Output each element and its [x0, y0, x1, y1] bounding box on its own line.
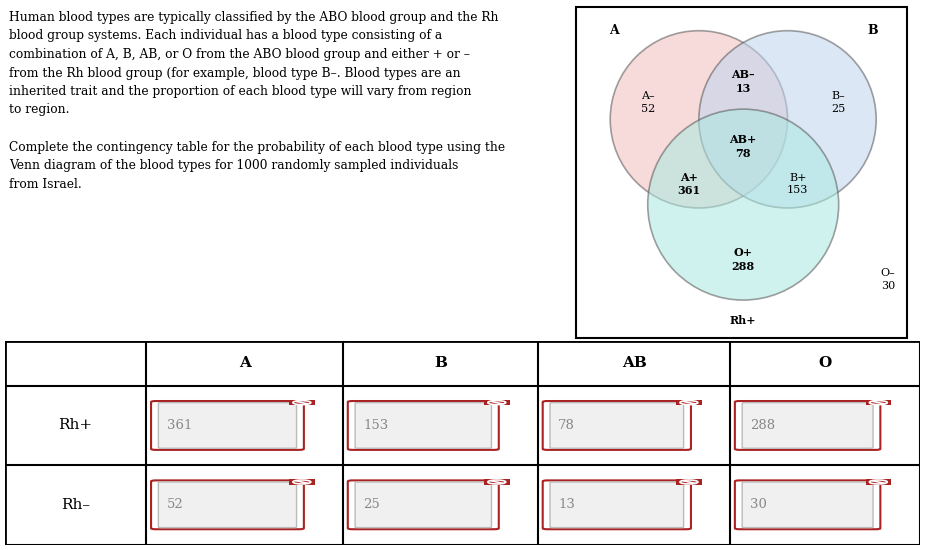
Text: AB–
13: AB– 13: [730, 69, 754, 94]
Bar: [289, 479, 315, 485]
Text: B: B: [433, 356, 446, 370]
FancyBboxPatch shape: [549, 403, 683, 448]
Circle shape: [698, 31, 875, 208]
Text: B: B: [867, 24, 877, 37]
Text: 52: 52: [166, 498, 183, 512]
FancyBboxPatch shape: [354, 403, 491, 448]
FancyBboxPatch shape: [347, 480, 498, 529]
FancyBboxPatch shape: [151, 401, 303, 450]
Text: 13: 13: [558, 498, 574, 512]
FancyBboxPatch shape: [354, 482, 491, 527]
FancyBboxPatch shape: [741, 482, 872, 527]
FancyBboxPatch shape: [734, 401, 880, 450]
FancyBboxPatch shape: [158, 403, 296, 448]
Text: Human blood types are typically classified by the ABO blood group and the Rh
blo: Human blood types are typically classifi…: [9, 11, 505, 190]
Bar: [865, 479, 890, 485]
Text: 153: 153: [363, 419, 388, 432]
Bar: [289, 400, 315, 405]
Bar: [865, 400, 890, 405]
Text: A: A: [608, 24, 618, 37]
Text: AB: AB: [621, 356, 646, 370]
Text: A+
361: A+ 361: [677, 172, 700, 196]
FancyBboxPatch shape: [741, 403, 872, 448]
FancyBboxPatch shape: [549, 482, 683, 527]
Text: Rh+: Rh+: [729, 315, 755, 326]
FancyBboxPatch shape: [542, 401, 690, 450]
Text: B–
25: B– 25: [831, 91, 844, 113]
Circle shape: [610, 31, 787, 208]
Text: O–
30: O– 30: [880, 268, 895, 291]
FancyBboxPatch shape: [151, 480, 303, 529]
Text: 288: 288: [750, 419, 775, 432]
Text: A–
52: A– 52: [640, 91, 654, 113]
Circle shape: [647, 109, 838, 300]
Text: 78: 78: [558, 419, 574, 432]
Text: A: A: [238, 356, 251, 370]
Text: Rh+: Rh+: [58, 419, 93, 432]
Text: B+
153: B+ 153: [786, 173, 807, 195]
Bar: [483, 479, 509, 485]
Bar: [676, 479, 701, 485]
Text: 361: 361: [166, 419, 192, 432]
Text: O: O: [818, 356, 831, 370]
Text: AB+
78: AB+ 78: [728, 134, 756, 159]
Text: 25: 25: [363, 498, 380, 512]
Text: 30: 30: [750, 498, 767, 512]
Bar: [483, 400, 509, 405]
Text: O+
288: O+ 288: [731, 247, 754, 272]
Bar: [676, 400, 701, 405]
FancyBboxPatch shape: [158, 482, 296, 527]
FancyBboxPatch shape: [734, 480, 880, 529]
FancyBboxPatch shape: [347, 401, 498, 450]
Text: Rh–: Rh–: [61, 498, 90, 512]
FancyBboxPatch shape: [542, 480, 690, 529]
